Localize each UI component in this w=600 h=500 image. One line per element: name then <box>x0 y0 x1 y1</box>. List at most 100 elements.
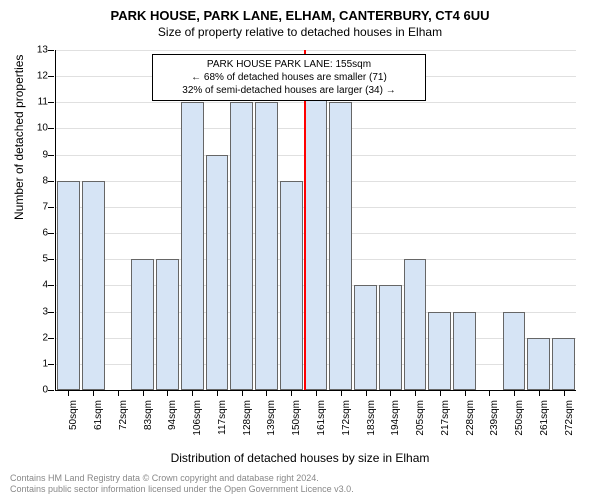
y-tick-label: 9 <box>18 149 48 160</box>
histogram-bar <box>404 259 427 390</box>
histogram-bar <box>230 102 253 390</box>
chart-title: PARK HOUSE, PARK LANE, ELHAM, CANTERBURY… <box>0 0 600 23</box>
x-tick <box>143 390 144 396</box>
x-tick-label: 205sqm <box>415 400 426 440</box>
x-tick-label: 272sqm <box>564 400 575 440</box>
x-tick-label: 239sqm <box>489 400 500 440</box>
container: PARK HOUSE, PARK LANE, ELHAM, CANTERBURY… <box>0 0 600 500</box>
y-tick <box>48 285 54 286</box>
annotation-line2: ← 68% of detached houses are smaller (71… <box>159 71 419 84</box>
y-tick <box>48 128 54 129</box>
annotation-line1: PARK HOUSE PARK LANE: 155sqm <box>159 58 419 71</box>
x-tick <box>316 390 317 396</box>
x-tick-label: 139sqm <box>266 400 277 440</box>
credits-line2: Contains public sector information licen… <box>10 484 354 496</box>
gridline <box>56 50 576 51</box>
y-tick <box>48 76 54 77</box>
y-tick-label: 1 <box>18 358 48 369</box>
x-tick-label: 61sqm <box>93 400 104 440</box>
y-tick-label: 0 <box>18 385 48 396</box>
x-tick <box>93 390 94 396</box>
histogram-bar <box>57 181 80 390</box>
histogram-bar <box>255 102 278 390</box>
y-tick-label: 7 <box>18 201 48 212</box>
y-tick-label: 13 <box>18 45 48 56</box>
x-tick <box>291 390 292 396</box>
y-tick-label: 4 <box>18 280 48 291</box>
x-tick-label: 106sqm <box>192 400 203 440</box>
histogram-bar <box>503 312 526 390</box>
y-tick-label: 12 <box>18 71 48 82</box>
y-tick <box>48 390 54 391</box>
x-tick <box>514 390 515 396</box>
x-tick-label: 250sqm <box>514 400 525 440</box>
y-tick <box>48 207 54 208</box>
x-tick <box>242 390 243 396</box>
x-tick-label: 128sqm <box>242 400 253 440</box>
y-tick <box>48 259 54 260</box>
x-tick-label: 83sqm <box>143 400 154 440</box>
x-tick <box>366 390 367 396</box>
y-tick <box>48 50 54 51</box>
y-tick-label: 10 <box>18 123 48 134</box>
histogram-bar <box>156 259 179 390</box>
x-tick-label: 172sqm <box>341 400 352 440</box>
chart-subtitle: Size of property relative to detached ho… <box>0 23 600 39</box>
credits: Contains HM Land Registry data © Crown c… <box>10 473 354 496</box>
y-tick <box>48 102 54 103</box>
x-tick <box>465 390 466 396</box>
x-tick <box>539 390 540 396</box>
histogram-bar <box>329 102 352 390</box>
histogram-bar <box>379 285 402 390</box>
x-axis-label: Distribution of detached houses by size … <box>0 451 600 465</box>
histogram-bar <box>453 312 476 390</box>
histogram-bar <box>552 338 575 390</box>
y-tick-label: 8 <box>18 175 48 186</box>
x-tick-label: 94sqm <box>167 400 178 440</box>
x-tick-label: 217sqm <box>440 400 451 440</box>
x-tick <box>415 390 416 396</box>
histogram-bar <box>206 155 229 390</box>
y-tick-label: 2 <box>18 332 48 343</box>
x-tick <box>440 390 441 396</box>
y-tick <box>48 338 54 339</box>
x-tick-label: 261sqm <box>539 400 550 440</box>
x-tick <box>167 390 168 396</box>
y-tick <box>48 312 54 313</box>
histogram-bar <box>82 181 105 390</box>
marker-line <box>304 50 306 390</box>
x-tick <box>217 390 218 396</box>
x-tick-label: 150sqm <box>291 400 302 440</box>
histogram-bar <box>305 76 328 390</box>
y-tick <box>48 181 54 182</box>
histogram-bar <box>527 338 550 390</box>
x-tick-label: 194sqm <box>390 400 401 440</box>
x-tick <box>68 390 69 396</box>
y-tick-label: 5 <box>18 254 48 265</box>
x-tick <box>390 390 391 396</box>
y-tick <box>48 233 54 234</box>
annotation-line3: 32% of semi-detached houses are larger (… <box>159 84 419 97</box>
y-tick-label: 11 <box>18 97 48 108</box>
x-tick <box>564 390 565 396</box>
x-tick <box>192 390 193 396</box>
x-tick-label: 161sqm <box>316 400 327 440</box>
chart-area: PARK HOUSE PARK LANE: 155sqm ← 68% of de… <box>55 50 576 391</box>
credits-line1: Contains HM Land Registry data © Crown c… <box>10 473 354 485</box>
histogram-bar <box>131 259 154 390</box>
histogram-bar <box>428 312 451 390</box>
x-tick-label: 50sqm <box>68 400 79 440</box>
histogram-bar <box>280 181 303 390</box>
histogram-bar <box>181 102 204 390</box>
x-tick <box>489 390 490 396</box>
x-tick-label: 117sqm <box>217 400 228 440</box>
x-tick <box>118 390 119 396</box>
x-tick-label: 228sqm <box>465 400 476 440</box>
histogram-bar <box>354 285 377 390</box>
x-tick-label: 183sqm <box>366 400 377 440</box>
y-tick <box>48 155 54 156</box>
y-tick-label: 3 <box>18 306 48 317</box>
x-tick <box>341 390 342 396</box>
x-tick <box>266 390 267 396</box>
y-tick <box>48 364 54 365</box>
